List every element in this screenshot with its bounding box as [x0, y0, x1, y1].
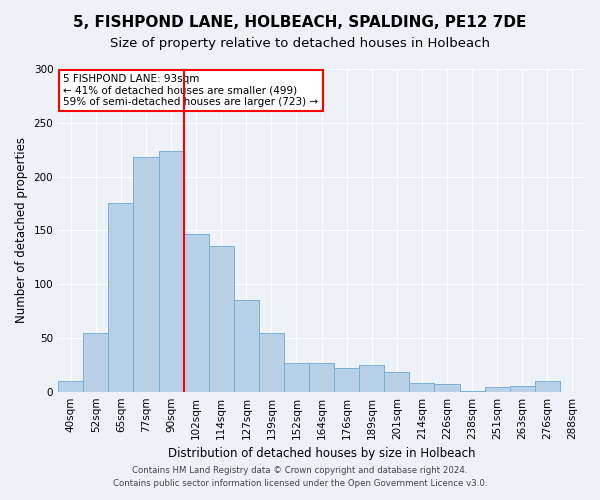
- Y-axis label: Number of detached properties: Number of detached properties: [15, 138, 28, 324]
- Bar: [485, 388, 510, 392]
- Bar: [359, 365, 385, 392]
- Text: Size of property relative to detached houses in Holbeach: Size of property relative to detached ho…: [110, 38, 490, 51]
- X-axis label: Distribution of detached houses by size in Holbeach: Distribution of detached houses by size …: [168, 447, 475, 460]
- Bar: [434, 384, 460, 392]
- Bar: [385, 372, 409, 392]
- Bar: [460, 390, 485, 392]
- Bar: [334, 368, 359, 392]
- Bar: [184, 234, 209, 392]
- Bar: [109, 204, 133, 392]
- Bar: [158, 150, 184, 392]
- Bar: [58, 381, 83, 392]
- Bar: [409, 383, 434, 392]
- Bar: [259, 332, 284, 392]
- Bar: [510, 386, 535, 392]
- Text: Contains HM Land Registry data © Crown copyright and database right 2024.
Contai: Contains HM Land Registry data © Crown c…: [113, 466, 487, 487]
- Bar: [309, 362, 334, 392]
- Bar: [83, 332, 109, 392]
- Bar: [133, 157, 158, 392]
- Text: 5, FISHPOND LANE, HOLBEACH, SPALDING, PE12 7DE: 5, FISHPOND LANE, HOLBEACH, SPALDING, PE…: [73, 15, 527, 30]
- Bar: [234, 300, 259, 392]
- Text: 5 FISHPOND LANE: 93sqm
← 41% of detached houses are smaller (499)
59% of semi-de: 5 FISHPOND LANE: 93sqm ← 41% of detached…: [64, 74, 319, 107]
- Bar: [209, 246, 234, 392]
- Bar: [535, 381, 560, 392]
- Bar: [284, 362, 309, 392]
